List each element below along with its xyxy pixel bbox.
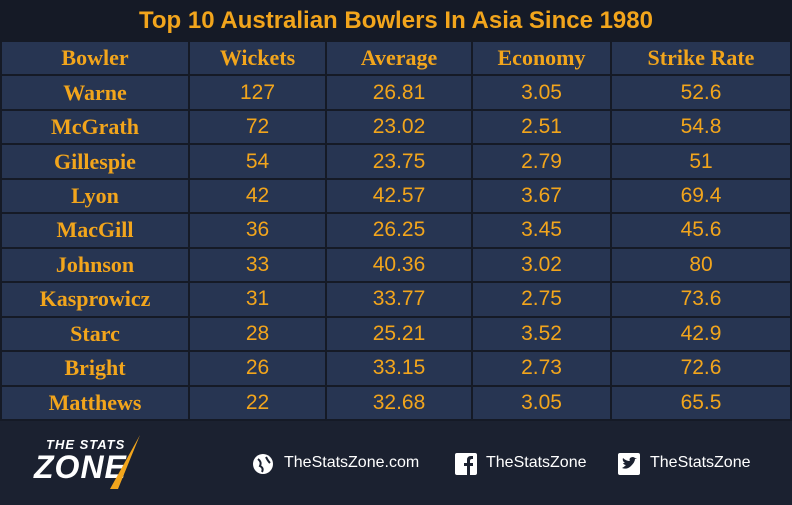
bowler-name: Starc [2,317,188,351]
website[interactable]: TheStatsZone.com [284,454,420,471]
stat-cell: 33 [190,248,325,282]
header-cell: Strike Rate [612,42,790,75]
stat-cell: 25.21 [327,317,471,351]
table-panel: Top 10 Australian Bowlers In Asia Since … [2,7,790,419]
bowler-name: Kasprowicz [2,283,188,316]
facebook-icon [455,453,477,475]
stat-cell: 36 [190,214,325,247]
stat-cell: 40.36 [327,248,471,282]
stat-cell: 26.81 [327,76,471,109]
stat-cell: 23.75 [327,145,471,178]
footer: THE STATS ZONE TheStatsZone.com TheStats… [0,421,792,505]
stat-cell: 3.52 [473,317,610,351]
stat-cell: 72.6 [612,352,790,385]
bowler-name: Lyon [2,179,188,213]
stat-cell: 31 [190,283,325,316]
twitter-icon [618,453,640,475]
logo-swoosh [110,435,140,489]
stat-cell: 80 [612,248,790,282]
stat-cell: 32.68 [327,386,471,419]
twitter[interactable]: TheStatsZone [650,454,751,471]
stat-cell: 2.79 [473,145,610,178]
stat-cell: 2.73 [473,352,610,385]
stat-cell: 42.57 [327,179,471,213]
stat-cell: 26 [190,352,325,385]
stat-cell: 3.05 [473,386,610,419]
header-cell: Economy [473,42,610,75]
stat-cell: 54 [190,145,325,178]
stat-cell: 33.77 [327,283,471,316]
bowler-name: MacGill [2,214,188,247]
stat-cell: 73.6 [612,283,790,316]
stat-cell: 3.67 [473,179,610,213]
bowler-name: Matthews [2,386,188,419]
bowler-name: Bright [2,352,188,385]
stat-cell: 127 [190,76,325,109]
stat-cell: 54.8 [612,110,790,144]
stat-cell: 26.25 [327,214,471,247]
stat-cell: 28 [190,317,325,351]
bowler-name: Warne [2,76,188,109]
stat-cell: 69.4 [612,179,790,213]
stat-cell: 23.02 [327,110,471,144]
globe-icon [253,454,273,474]
title: Top 10 Australian Bowlers In Asia Since … [139,7,653,34]
stat-cell: 2.75 [473,283,610,316]
logo-bottom: ZONE [34,449,127,485]
stat-cell: 42.9 [612,317,790,351]
stat-cell: 51 [612,145,790,178]
stat-cell: 33.15 [327,352,471,385]
stat-cell: 22 [190,386,325,419]
facebook[interactable]: TheStatsZone [486,454,587,471]
logo-swoosh-shape [110,435,140,489]
header-cell: Wickets [190,42,325,75]
header-cell: Average [327,42,471,75]
stat-cell: 52.6 [612,76,790,109]
bowler-name: Gillespie [2,145,188,178]
table: Bowler Wickets Average Economy Strike Rate Wa… [2,42,790,419]
stat-cell: 3.05 [473,76,610,109]
stat-cell: 3.45 [473,214,610,247]
header-cell: Bowler [2,42,188,75]
stat-cell: 45.6 [612,214,790,247]
stat-cell: 3.02 [473,248,610,282]
stat-cell: 2.51 [473,110,610,144]
bowler-name: McGrath [2,110,188,144]
bowler-name: Johnson [2,248,188,282]
stat-cell: 42 [190,179,325,213]
stat-cell: 65.5 [612,386,790,419]
logo-top: THE STATS [46,437,126,452]
stat-cell: 72 [190,110,325,144]
